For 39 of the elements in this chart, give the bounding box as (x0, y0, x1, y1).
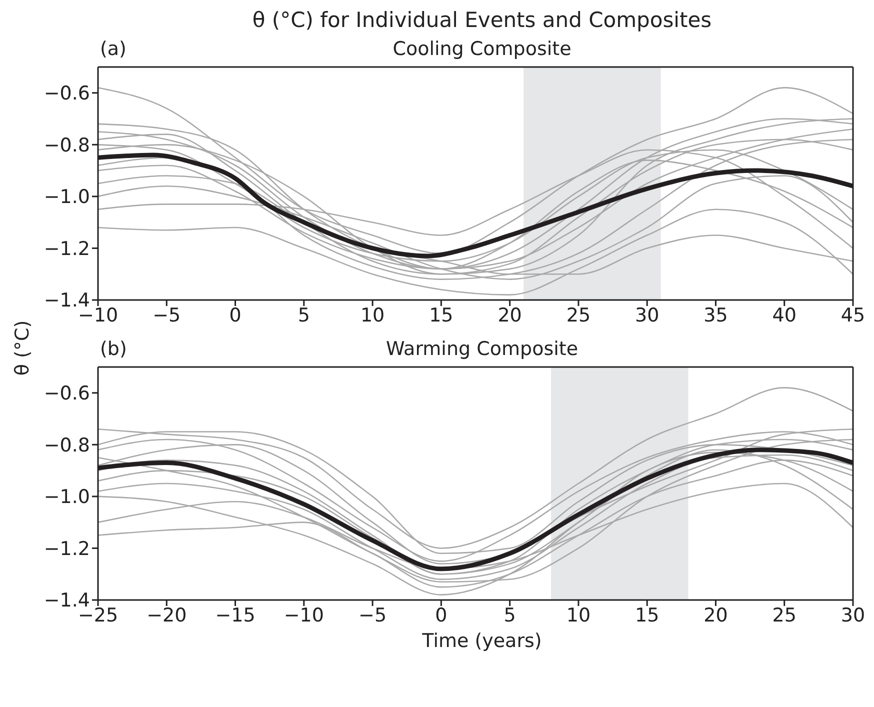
x-tick-label: −10 (284, 604, 324, 626)
text: (a) (100, 38, 126, 60)
x-tick-label: −5 (358, 604, 387, 626)
x-tick-label: −15 (215, 604, 256, 626)
x-tick-label: −5 (152, 304, 181, 326)
y-tick-label: −1.2 (44, 538, 90, 560)
x-tick-label: 5 (298, 304, 310, 326)
chart-title: θ (°C) for Individual Events and Composites (251, 8, 713, 34)
y-tick-label: −0.6 (44, 82, 90, 105)
y-tick-label: −0.8 (44, 134, 90, 156)
x-tick-label: 0 (435, 604, 448, 626)
x-tick-label: 25 (772, 604, 796, 626)
y-tick-label: −1.0 (44, 186, 90, 208)
x-tick-label: 5 (504, 604, 516, 626)
text: (b) (100, 338, 127, 360)
x-axis-title: Time (years) (421, 630, 543, 652)
x-tick-label: 15 (429, 304, 454, 326)
x-tick-label: 10 (566, 604, 591, 626)
x-tick-label: 30 (634, 304, 660, 326)
x-tick-label: 20 (704, 604, 728, 626)
x-tick-label: 15 (634, 604, 660, 626)
y-tick-label: −1.4 (44, 590, 90, 612)
y-tick-label: −1.2 (44, 238, 90, 260)
y-tick-label: −0.8 (44, 434, 90, 456)
x-tick-label: 25 (566, 304, 591, 326)
y-axis-title: θ (°C) (12, 320, 34, 376)
x-tick-label: 45 (840, 304, 866, 326)
x-tick-label: −20 (146, 604, 187, 626)
chart-title: Warming Composite (386, 338, 578, 360)
y-tick-label: −1.0 (44, 486, 90, 508)
x-tick-label: 0 (229, 304, 242, 326)
x-tick-label: 40 (772, 304, 796, 326)
x-tick-label: 10 (360, 304, 385, 326)
x-tick-label: 30 (840, 604, 866, 626)
y-tick-label: −0.6 (44, 382, 90, 405)
x-tick-label: 35 (704, 304, 728, 326)
x-tick-label: 20 (498, 304, 522, 326)
chart-subtitle: Cooling Composite (392, 38, 572, 60)
y-tick-label: −1.4 (44, 290, 90, 312)
